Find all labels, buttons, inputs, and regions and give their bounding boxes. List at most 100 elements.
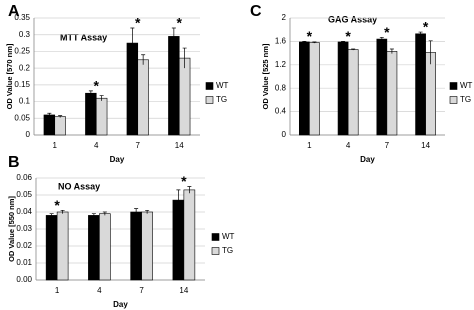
- significance-marker: *: [181, 173, 187, 189]
- x-axis-label: Day: [113, 300, 128, 309]
- chart-title: MTT Assay: [60, 32, 107, 42]
- error-bar: [428, 40, 433, 65]
- legend-label: TG: [460, 95, 471, 104]
- bar: [337, 41, 349, 136]
- chart-title: GAG Assay: [328, 14, 377, 24]
- legend-label: TG: [222, 246, 233, 255]
- panel-letter: C: [250, 3, 262, 20]
- x-tick-label: 14: [421, 141, 430, 150]
- error-bar: [351, 48, 356, 51]
- bar: [309, 42, 320, 136]
- y-axis-label: OD Value [550 nm]: [7, 196, 16, 262]
- error-bar: [145, 209, 150, 214]
- error-bar: [302, 41, 307, 43]
- significance-marker: *: [94, 78, 100, 94]
- legend-swatch: [449, 96, 458, 104]
- bar: [43, 114, 56, 136]
- panel-letter: A: [8, 3, 20, 20]
- x-tick-label: 4: [94, 141, 99, 150]
- chart-title: NO Assay: [58, 181, 100, 191]
- error-bar: [171, 27, 176, 45]
- y-tick-label: 1.6: [275, 37, 287, 46]
- y-tick-label: 0.8: [275, 83, 287, 92]
- bar: [178, 57, 191, 136]
- significance-marker: *: [345, 28, 351, 44]
- error-bar: [47, 112, 52, 117]
- panel-letter: B: [8, 154, 20, 171]
- bar: [95, 97, 108, 136]
- legend-swatch: [449, 82, 458, 90]
- error-bar: [187, 186, 192, 194]
- error-bar: [91, 213, 96, 218]
- y-tick-label: 0.2: [19, 63, 31, 72]
- y-tick-label: 0: [282, 130, 287, 139]
- significance-marker: *: [54, 197, 60, 213]
- legend-label: WT: [216, 81, 229, 90]
- bar: [347, 49, 359, 136]
- x-tick-label: 1: [55, 286, 60, 295]
- y-tick-label: 0.02: [16, 241, 32, 250]
- bar: [298, 41, 310, 136]
- error-bar: [141, 54, 146, 65]
- significance-marker: *: [177, 15, 183, 31]
- y-axis-label: OD Value [525 nm]: [261, 43, 270, 109]
- y-tick-label: 2: [282, 13, 287, 22]
- significance-marker: *: [423, 19, 429, 35]
- x-axis-label: Day: [360, 155, 375, 164]
- y-tick-label: 0.4: [275, 107, 287, 116]
- y-tick-label: 0.05: [14, 113, 30, 122]
- legend-label: WT: [460, 81, 473, 90]
- legend-swatch: [205, 82, 214, 90]
- error-bar: [102, 211, 107, 216]
- y-tick-label: 0.35: [14, 13, 30, 22]
- x-tick-label: 7: [385, 141, 390, 150]
- x-tick-label: 7: [136, 141, 141, 150]
- y-tick-label: 0.01: [16, 258, 32, 267]
- y-tick-label: 0.25: [14, 47, 30, 56]
- bar: [99, 213, 111, 281]
- bar: [88, 215, 100, 281]
- error-bar: [389, 48, 394, 54]
- bar: [56, 211, 69, 281]
- error-bar: [418, 31, 423, 36]
- error-bar: [130, 27, 135, 59]
- legend-swatch: [205, 96, 214, 104]
- error-bar: [182, 47, 187, 69]
- x-tick-label: 7: [139, 286, 144, 295]
- bar: [386, 51, 398, 136]
- legend-swatch: [211, 247, 220, 255]
- bar: [141, 211, 153, 281]
- bar: [130, 211, 142, 281]
- y-tick-label: 0.03: [16, 224, 32, 233]
- error-bar: [312, 41, 317, 44]
- bar: [172, 199, 185, 281]
- significance-marker: *: [307, 28, 313, 44]
- y-axis-label: OD Value [570 nm]: [5, 43, 14, 109]
- bar: [415, 33, 426, 136]
- y-tick-label: 0.06: [16, 173, 32, 182]
- bar: [137, 59, 149, 136]
- error-bar: [49, 213, 54, 218]
- bar: [376, 38, 388, 136]
- bar: [183, 189, 196, 281]
- y-tick-label: 0.00: [16, 275, 32, 284]
- legend-swatch: [211, 233, 220, 241]
- y-tick-label: 0.15: [14, 80, 30, 89]
- bar: [85, 92, 97, 136]
- y-tick-label: 1.2: [275, 60, 287, 69]
- y-tick-label: 0.05: [16, 190, 32, 199]
- legend-label: WT: [222, 232, 235, 241]
- x-tick-label: 14: [179, 286, 188, 295]
- error-bar: [58, 115, 63, 118]
- error-bar: [99, 95, 104, 101]
- x-tick-label: 4: [346, 141, 351, 150]
- bar: [54, 116, 66, 136]
- legend-label: TG: [216, 95, 227, 104]
- significance-marker: *: [384, 24, 390, 40]
- significance-marker: *: [135, 15, 141, 31]
- y-tick-label: 0.04: [16, 207, 32, 216]
- y-tick-label: 0.3: [19, 30, 31, 39]
- x-tick-label: 1: [53, 141, 58, 150]
